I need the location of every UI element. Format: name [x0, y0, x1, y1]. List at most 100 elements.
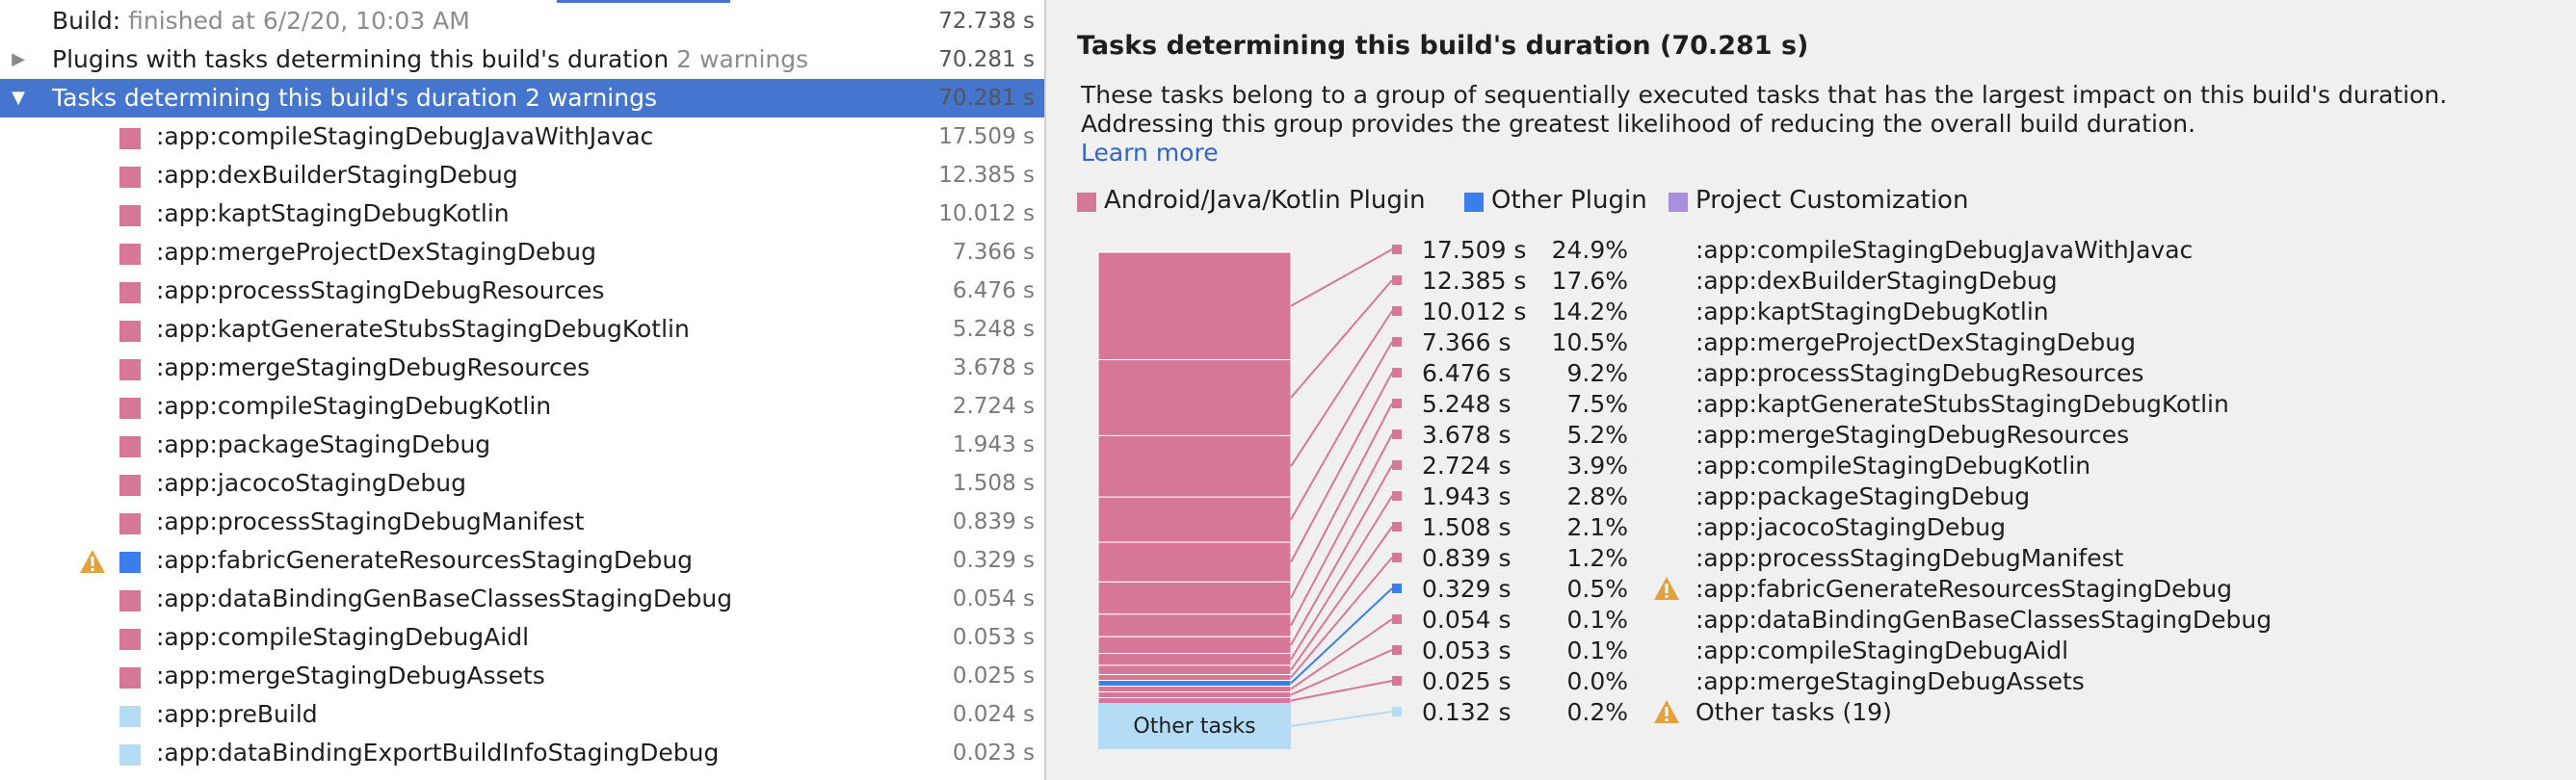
chart-percent-label: 5.2% — [1566, 421, 1628, 449]
task-name: :app:compileStagingDebugAidl — [156, 623, 530, 651]
chart-row-dot — [1392, 429, 1402, 439]
chart-duration-label: 3.678 s — [1422, 421, 1511, 449]
task-row[interactable]: :app:processStagingDebugManifest 0.839 s — [0, 503, 1044, 541]
chart-duration-label: 10.012 s — [1422, 298, 1526, 325]
category-swatch — [119, 667, 141, 689]
category-swatch — [119, 513, 141, 534]
chart-duration-label: 0.054 s — [1422, 606, 1511, 634]
chart-bar-segment — [1097, 581, 1292, 615]
task-row[interactable]: :app:mergeStagingDebugAssets 0.025 s — [0, 657, 1044, 695]
chart-connector-line — [1290, 248, 1393, 307]
task-row[interactable]: :app:jacocoStagingDebug 1.508 s — [0, 464, 1044, 503]
chart-row-dot — [1392, 275, 1402, 285]
task-duration: 7.366 s — [952, 240, 1035, 265]
build-label: Build: finished at 6/2/20, 10:03 AM — [52, 7, 470, 35]
chart-task-label: :app:kaptGenerateStubsStagingDebugKotlin — [1695, 390, 2229, 418]
chart-bar-segment — [1097, 674, 1292, 682]
task-row[interactable]: :app:dataBindingGenBaseClassesStagingDeb… — [0, 580, 1044, 618]
chart-task-label: :app:processStagingDebugResources — [1695, 359, 2143, 387]
chart-row-dot — [1392, 676, 1402, 686]
task-row[interactable]: :app:compileStagingDebugKotlin 2.724 s — [0, 387, 1044, 426]
category-swatch — [119, 475, 141, 496]
chart-bar-segment — [1097, 653, 1292, 666]
chart-connector-line — [1290, 403, 1393, 599]
chart-percent-label: 0.0% — [1566, 667, 1628, 695]
plugins-label: Plugins with tasks determining this buil… — [52, 45, 809, 73]
chart-task-label: :app:mergeStagingDebugAssets — [1695, 667, 2085, 695]
task-row[interactable]: :app:compileStagingDebugAidl 0.053 s — [0, 618, 1044, 657]
chart-connector-line — [1290, 495, 1393, 661]
chart-bar-segment — [1097, 691, 1292, 699]
task-name: :app:dexBuilderStagingDebug — [156, 161, 518, 189]
panel-divider[interactable] — [1044, 0, 1046, 780]
chart-task-label: :app:packageStagingDebug — [1695, 482, 2030, 510]
category-swatch — [119, 128, 141, 149]
task-row[interactable]: :app:kaptGenerateStubsStagingDebugKotlin… — [0, 310, 1044, 349]
task-duration: 0.329 s — [952, 548, 1035, 573]
category-swatch — [119, 398, 141, 419]
category-swatch — [119, 321, 141, 342]
collapsed-arrow-icon[interactable]: ▶ — [12, 49, 25, 69]
chart-task-label: :app:compileStagingDebugJavaWithJavac — [1695, 236, 2193, 264]
task-row[interactable]: :app:kaptStagingDebugKotlin 10.012 s — [0, 195, 1044, 233]
category-swatch — [119, 590, 141, 611]
learn-more-link[interactable]: Learn more — [1081, 139, 1219, 167]
task-row[interactable]: :app:preBuild 0.024 s — [0, 695, 1044, 734]
chart-row-dot — [1392, 399, 1402, 408]
chart-connector-line — [1290, 341, 1393, 521]
task-name: :app:dataBindingGenBaseClassesStagingDeb… — [156, 585, 733, 612]
task-row[interactable]: :app:mergeProjectDexStagingDebug 7.366 s — [0, 233, 1044, 272]
task-row[interactable]: :app:compileStagingDebugJavaWithJavac 17.… — [0, 117, 1044, 156]
task-row[interactable]: :app:dataBindingExportBuildInfoStagingDe… — [0, 734, 1044, 772]
task-duration: 0.024 s — [952, 702, 1035, 727]
chart-other-tasks-bar — [1098, 703, 1291, 749]
expanded-arrow-icon[interactable]: ▼ — [12, 88, 25, 108]
task-duration: 12.385 s — [938, 163, 1035, 188]
chart-duration-label: 0.329 s — [1422, 575, 1511, 603]
task-name: :app:fabricGenerateResourcesStagingDebug — [156, 546, 694, 574]
chart-bar-segment — [1097, 359, 1292, 436]
task-name: :app:mergeStagingDebugResources — [156, 353, 591, 381]
task-duration: 0.023 s — [952, 741, 1035, 766]
chart-task-label: :app:dataBindingGenBaseClassesStagingDeb… — [1695, 606, 2272, 634]
chart-row-dot — [1392, 337, 1402, 347]
task-row[interactable]: :app:dexBuilderStagingDebug 12.385 s — [0, 156, 1044, 195]
category-swatch — [119, 282, 141, 303]
chart-row-dot — [1392, 645, 1402, 655]
tree-row-plugins[interactable]: ▶ Plugins with tasks determining this bu… — [0, 40, 1044, 79]
task-row[interactable]: :app:mergeStagingDebugResources 3.678 s — [0, 349, 1044, 387]
chart-row-dot — [1392, 707, 1402, 716]
chart-percent-label: 14.2% — [1552, 298, 1628, 325]
chart-row-dot — [1392, 491, 1402, 501]
chart-bar-segment — [1097, 613, 1292, 637]
category-swatch — [119, 706, 141, 727]
chart-duration-label: 2.724 s — [1422, 452, 1511, 480]
chart-row-dot — [1392, 460, 1402, 470]
chart-bar-segment — [1097, 697, 1292, 705]
chart-bar-segment — [1097, 686, 1292, 693]
task-name: :app:kaptStagingDebugKotlin — [156, 199, 510, 227]
task-row[interactable]: :app:fabricGenerateResourcesStagingDebug… — [0, 541, 1044, 580]
task-duration: 17.509 s — [938, 124, 1035, 149]
chart-connector-line — [1290, 433, 1393, 626]
chart-connector-line — [1290, 587, 1393, 685]
description-line-2: Addressing this group provides the great… — [1081, 110, 2196, 138]
task-duration: 1.508 s — [952, 471, 1035, 496]
task-name: :app:mergeStagingDebugAssets — [156, 662, 545, 689]
chart-task-label: :app:compileStagingDebugKotlin — [1695, 452, 2090, 480]
task-duration: 0.025 s — [952, 663, 1035, 689]
task-duration: 0.053 s — [952, 625, 1035, 650]
tree-row-tasks[interactable]: ▼ Tasks determining this build's duratio… — [0, 79, 1044, 117]
tree-row-build[interactable]: Build: finished at 6/2/20, 10:03 AM 72.7… — [0, 2, 1044, 40]
chart-connector-line — [1290, 649, 1393, 696]
chart-connector-line — [1290, 310, 1393, 467]
task-row[interactable]: :app:processStagingDebugResources 6.476 s — [0, 272, 1044, 310]
detail-panel: Tasks determining this build's duration … — [1046, 0, 2576, 780]
legend-other-plugin-label: Other Plugin — [1491, 186, 1647, 215]
chart-bar-segment — [1097, 636, 1292, 655]
chart-row-dot — [1392, 368, 1402, 377]
chart-percent-label: 0.1% — [1566, 637, 1628, 664]
category-swatch — [119, 205, 141, 226]
chart-duration-label: 5.248 s — [1422, 390, 1511, 418]
task-row[interactable]: :app:packageStagingDebug 1.943 s — [0, 426, 1044, 464]
